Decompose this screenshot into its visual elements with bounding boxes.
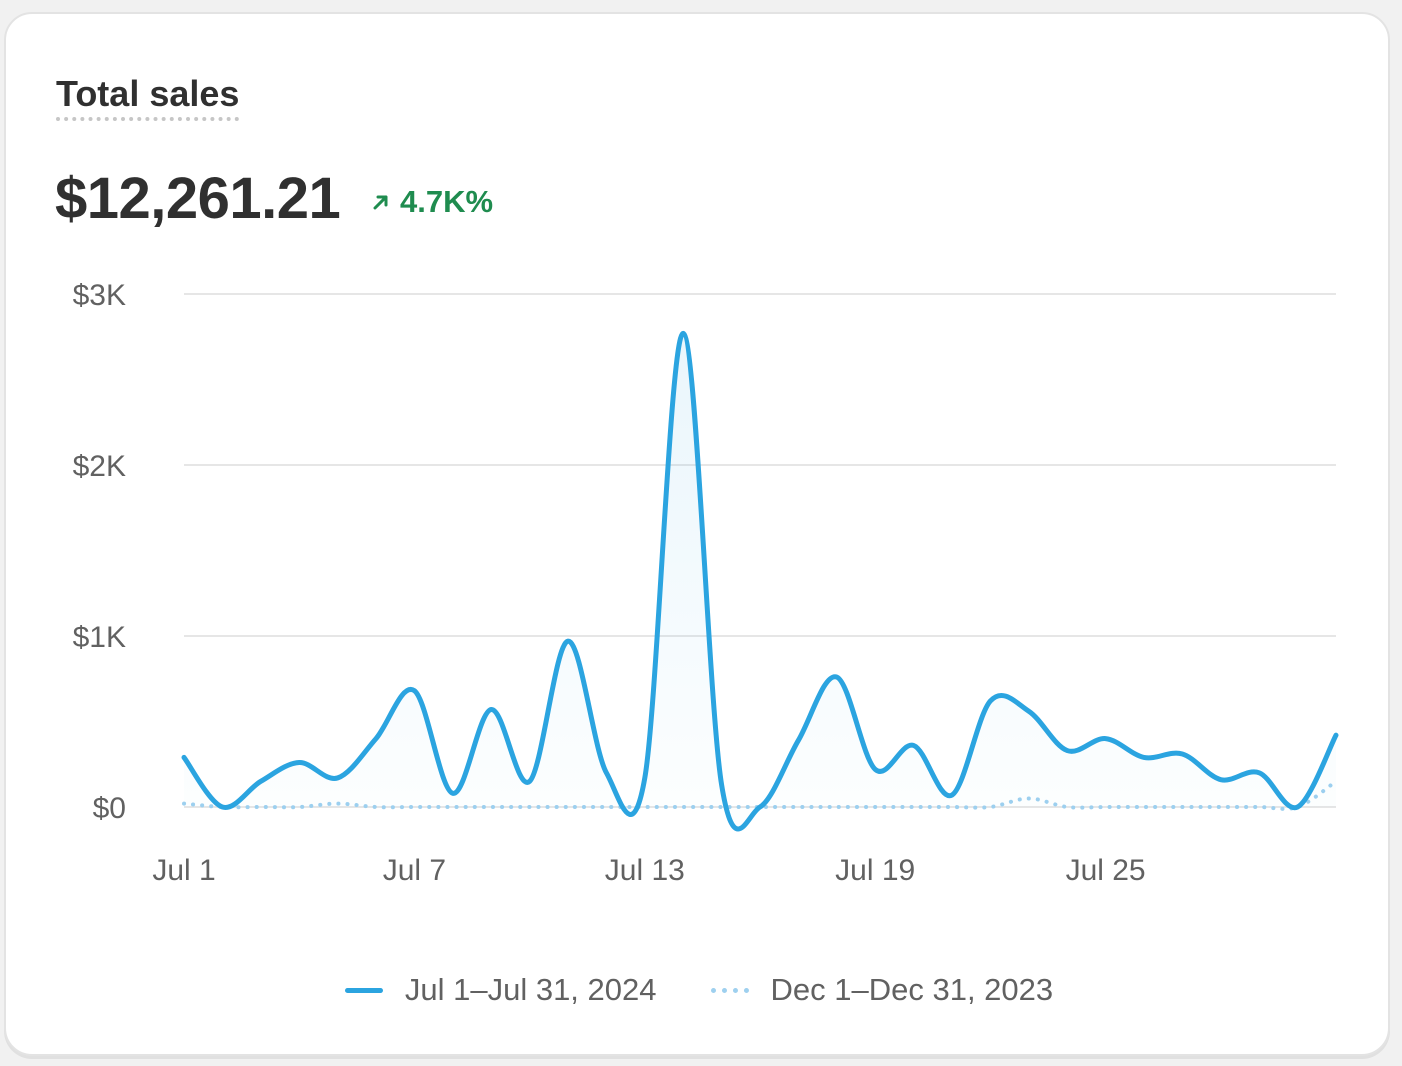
legend-label-current: Jul 1–Jul 31, 2024: [404, 972, 657, 1007]
sales-line-chart[interactable]: $3K $2K $1K $0 Jul 1 Jul 7 Jul 13 Jul 19 Jul 25: [6, 14, 1392, 954]
y-tick-label: $0: [93, 792, 126, 825]
x-tick-label: Jul 1: [152, 854, 215, 887]
series-area-current: [184, 333, 1336, 829]
x-tick-label: Jul 13: [605, 854, 685, 887]
x-tick-label: Jul 25: [1066, 854, 1146, 887]
change-badge: 4.7K%: [372, 184, 493, 220]
arrow-up-right-icon: [372, 193, 390, 211]
x-tick-label: Jul 7: [383, 854, 446, 887]
y-tick-label: $1K: [73, 621, 126, 654]
series-line-current: [181, 330, 1339, 832]
total-sales-value: $12,261.21: [55, 166, 341, 231]
y-tick-label: $2K: [73, 450, 126, 483]
x-tick-label: Jul 19: [835, 854, 915, 887]
card-title[interactable]: Total sales: [56, 75, 240, 121]
total-sales-card: Total sales $12,261.21 4.7K% $3K $2K $1K $0…: [4, 12, 1390, 1056]
legend-swatch-dotted: [710, 987, 749, 993]
change-value: 4.7K%: [400, 184, 494, 219]
legend-item-current[interactable]: Jul 1–Jul 31, 2024: [344, 972, 657, 1008]
y-tick-label: $3K: [73, 279, 126, 312]
chart-legend: Jul 1–Jul 31, 2024 Dec 1–Dec 31, 2023: [6, 972, 1392, 1008]
legend-label-previous: Dec 1–Dec 31, 2023: [770, 972, 1054, 1007]
legend-item-previous[interactable]: Dec 1–Dec 31, 2023: [710, 972, 1054, 1008]
legend-swatch-solid: [344, 987, 383, 993]
